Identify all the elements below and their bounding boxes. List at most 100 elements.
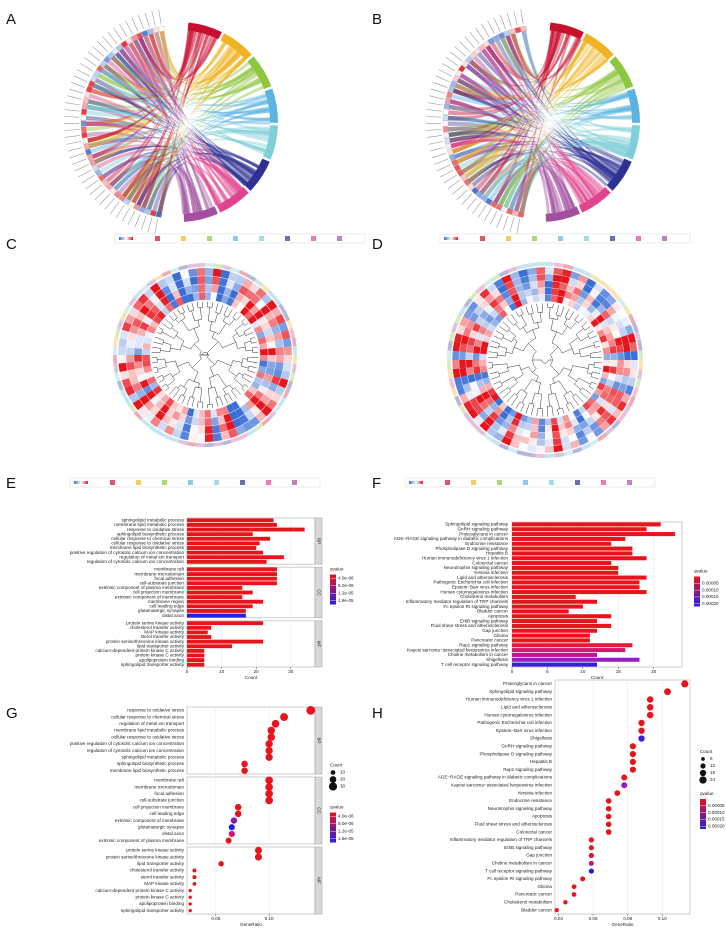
heat-cell — [212, 425, 220, 434]
bar — [512, 653, 597, 657]
bar — [512, 643, 632, 647]
legend-swatch — [240, 480, 245, 485]
heat-cell — [205, 426, 213, 434]
legend-swatch — [610, 236, 615, 241]
heat-cell — [452, 360, 459, 369]
dot — [589, 853, 594, 858]
heat-cell — [283, 338, 292, 347]
heat-cell — [545, 432, 553, 439]
heat-cell — [260, 355, 268, 361]
bar — [187, 555, 284, 559]
legend-swatch — [662, 236, 667, 241]
dot — [235, 804, 242, 811]
legend-swatch — [292, 480, 297, 485]
size-label: 18 — [710, 770, 716, 775]
term-cell — [639, 360, 643, 370]
category-label: Lipid and atherosclerosis — [501, 705, 553, 710]
gene-cell — [81, 126, 86, 132]
heat-cell — [617, 352, 624, 360]
heat-cell — [527, 268, 537, 276]
heat-cell — [527, 445, 537, 453]
heat-cell — [466, 352, 473, 360]
heat-cell — [553, 438, 562, 446]
legend-swatch — [155, 236, 160, 241]
category-label: GnRH signaling pathway — [501, 744, 552, 749]
heat-cell — [609, 366, 616, 374]
facet-label: MF — [316, 877, 321, 884]
bar — [187, 630, 208, 634]
term-cell — [293, 346, 297, 355]
colorbar-label: 1.6e-05 — [338, 836, 354, 841]
dot — [555, 908, 559, 912]
term-cell — [196, 443, 205, 447]
legend-swatch — [409, 481, 423, 484]
bar — [512, 634, 590, 638]
x-axis-label: GeneRatio — [612, 922, 634, 927]
heat-cell — [460, 368, 468, 377]
bar — [187, 518, 273, 522]
colorbar — [330, 813, 336, 843]
bar — [187, 604, 253, 608]
panel-label: B — [372, 11, 382, 28]
size-key — [700, 763, 705, 768]
heat-cell — [530, 281, 538, 288]
heat-cell — [118, 355, 126, 364]
category-label: sphingolipid metabolic process — [121, 754, 184, 759]
bar — [512, 522, 661, 526]
gene-cell — [444, 138, 450, 144]
heat-cell — [473, 366, 480, 374]
facet-label: BP — [316, 737, 321, 743]
heat-cell — [536, 446, 545, 453]
heat-cell — [196, 434, 205, 442]
heat-cell — [532, 418, 539, 425]
colorbar-label: 1.2e-05 — [338, 828, 354, 833]
legend-swatch — [233, 236, 238, 241]
bar — [512, 629, 597, 633]
gene-cell — [81, 121, 86, 126]
dot — [241, 761, 248, 768]
bar — [512, 532, 675, 536]
dot — [664, 688, 671, 695]
panel-label: A — [6, 11, 16, 28]
heat-cell — [537, 281, 545, 288]
bar — [512, 600, 597, 604]
legend-swatch — [74, 481, 88, 484]
gene-cell — [82, 103, 88, 109]
heat-cell — [609, 346, 616, 354]
legend-title: qvalue — [700, 791, 714, 796]
legend-title: Count — [700, 749, 713, 754]
dot — [189, 889, 192, 892]
bar — [187, 523, 277, 527]
gene-cell — [82, 138, 88, 144]
heat-cell — [552, 281, 560, 288]
legend-swatch — [445, 480, 450, 485]
bar — [187, 577, 277, 581]
term-cell — [113, 346, 117, 355]
category-label: Yersinia infection — [517, 790, 552, 795]
term-cell — [113, 355, 117, 364]
bar — [187, 654, 204, 658]
category-label: Pathogenic Escherichia coli infection — [477, 720, 552, 725]
gene-cell — [518, 212, 524, 218]
gene-cell — [521, 26, 527, 32]
category-label: Choline metabolism in cancer — [492, 861, 553, 866]
facet-label: CC — [316, 807, 321, 814]
dot — [621, 775, 627, 781]
dot — [630, 767, 636, 773]
dot — [226, 838, 232, 844]
size-key — [331, 770, 336, 775]
dot — [265, 754, 272, 761]
category-label: glutamatergic synapse — [138, 824, 184, 829]
bar — [187, 551, 263, 555]
heat-cell — [480, 366, 487, 373]
x-tick-label: 0.06 — [589, 916, 598, 921]
facet-panel — [187, 707, 315, 774]
bar — [512, 648, 625, 652]
dot — [638, 728, 644, 734]
heat-cell — [453, 342, 461, 352]
category-label: Human immunodeficiency virus 1 infection — [466, 697, 552, 702]
bar — [512, 658, 640, 662]
term-cell — [545, 262, 555, 266]
heat-cell — [198, 418, 205, 426]
heat-cell — [551, 418, 558, 425]
